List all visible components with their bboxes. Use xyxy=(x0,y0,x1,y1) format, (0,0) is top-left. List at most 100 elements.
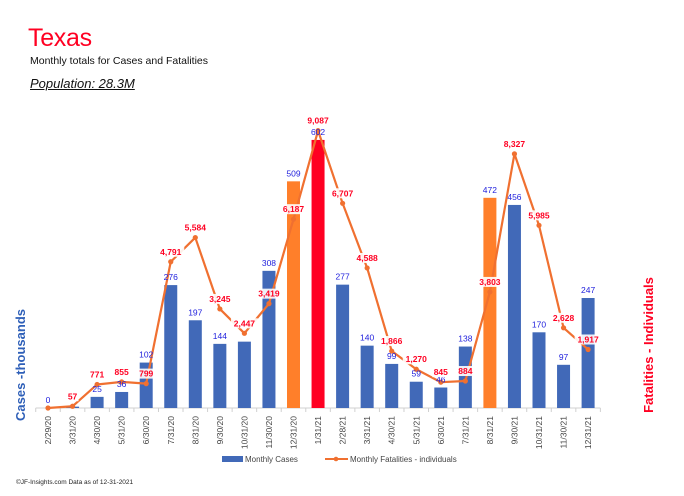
fatality-label-bg xyxy=(157,246,185,257)
fatality-point xyxy=(536,222,542,228)
cases-data-label: 308 xyxy=(262,258,276,268)
fatality-point xyxy=(364,265,370,271)
cases-data-label: 144 xyxy=(213,331,227,341)
cases-data-label: 602 xyxy=(311,127,325,137)
fatality-point xyxy=(217,306,223,312)
bar-monthly-cases xyxy=(90,396,104,408)
fatality-point xyxy=(143,381,149,387)
fatality-point xyxy=(94,381,100,388)
fatality-data-label: 57 xyxy=(68,391,78,401)
fatality-data-label: 6,707 xyxy=(332,188,354,198)
fatality-data-label: 3,245 xyxy=(209,294,231,304)
fatality-label-bg xyxy=(113,366,131,377)
x-tick-label: 2/28/21 xyxy=(338,416,348,445)
right-axis-title: Fatalities - Individuals xyxy=(641,277,656,413)
bar-monthly-cases xyxy=(311,139,325,408)
chart-title: Texas xyxy=(28,24,92,52)
fatality-label-bg xyxy=(66,391,79,402)
cases-data-label: 102 xyxy=(139,350,153,360)
x-tick-label: 12/31/21 xyxy=(583,416,593,449)
population-label: Population: 28.3M xyxy=(30,76,135,91)
cases-data-label: 0 xyxy=(46,395,51,405)
fatality-data-label: 1,270 xyxy=(406,354,428,364)
fatality-data-label: 855 xyxy=(115,367,129,377)
fatality-data-label: 3,419 xyxy=(258,289,280,299)
fatality-label-bg xyxy=(500,138,528,149)
fatality-point xyxy=(462,378,468,384)
chart-subtitle: Monthly totals for Cases and Fatalities xyxy=(30,55,208,67)
x-tick-label: 12/31/20 xyxy=(289,416,299,449)
fatality-point xyxy=(389,348,395,354)
cases-data-label: 97 xyxy=(559,352,569,362)
cases-data-label: 247 xyxy=(581,285,595,295)
cases-data-label: 472 xyxy=(483,185,497,195)
bar-monthly-cases xyxy=(507,204,521,408)
x-tick-label: 4/30/20 xyxy=(92,416,102,445)
fatality-point xyxy=(585,346,591,353)
bar-monthly-cases xyxy=(287,181,300,408)
fatality-data-label: 845 xyxy=(434,367,448,377)
x-tick-label: 5/31/21 xyxy=(411,416,421,445)
fatality-point xyxy=(487,289,493,295)
x-tick-label: 5/31/20 xyxy=(117,416,127,445)
cases-data-label: 140 xyxy=(360,333,374,343)
fatality-label-bg xyxy=(476,276,504,287)
axis-layer xyxy=(35,407,601,412)
bar-monthly-cases xyxy=(385,363,399,408)
bar-monthly-cases xyxy=(237,341,251,408)
fatality-point xyxy=(340,200,346,206)
fatality-point xyxy=(266,301,272,307)
legend-marker-fatalities xyxy=(333,456,339,462)
fatality-data-label: 2,447 xyxy=(234,318,256,328)
fatality-data-label: 771 xyxy=(90,369,104,379)
fatality-point xyxy=(511,151,518,157)
bar-monthly-cases xyxy=(262,270,276,408)
x-tick-label: 7/31/20 xyxy=(166,416,176,445)
fatality-label-bg xyxy=(402,354,430,365)
cases-data-label: 456 xyxy=(507,192,521,202)
x-tick-label: 8/31/20 xyxy=(190,416,200,445)
x-tick-labels: 2/29/20 3/31/20 4/30/20 5/31/20 6/30/20 7/31/… xyxy=(43,416,593,449)
x-tick-label: 3/31/21 xyxy=(362,416,372,445)
fatality-point xyxy=(413,366,419,372)
cases-data-label: 277 xyxy=(336,272,350,282)
fatality-point xyxy=(192,234,198,241)
bar-monthly-cases xyxy=(188,320,202,408)
fatality-data-label: 6,187 xyxy=(283,204,305,214)
legend: Monthly Cases Monthly Fatalities - indiv… xyxy=(222,455,457,464)
x-tick-label: 6/30/20 xyxy=(141,416,151,445)
x-tick-label: 8/31/21 xyxy=(485,416,495,445)
cases-data-label: 36 xyxy=(117,379,127,389)
fatality-label-bg xyxy=(137,368,155,379)
cases-data-label: 59 xyxy=(412,369,422,379)
fatality-label-bg xyxy=(181,222,209,233)
fatality-point xyxy=(45,405,51,411)
fatality-data-label: 4,588 xyxy=(357,253,379,263)
x-tick-label: 2/29/20 xyxy=(43,416,53,445)
fatality-data-label: 9,087 xyxy=(307,116,329,126)
fatality-point xyxy=(168,259,174,265)
fatality-data-label: 884 xyxy=(458,366,472,376)
fatality-point xyxy=(438,379,444,385)
cases-data-label: 46 xyxy=(436,375,446,385)
fatality-data-label: 2,628 xyxy=(553,313,575,323)
fatality-data-label: 799 xyxy=(139,369,153,379)
cases-data-label: 170 xyxy=(532,319,546,329)
fatality-data-label: 1,866 xyxy=(381,336,403,346)
bar-monthly-cases xyxy=(360,345,374,408)
bar-monthly-cases xyxy=(483,197,497,408)
bars-layer xyxy=(66,139,595,408)
fatality-label-bg xyxy=(432,367,450,378)
fatality-line-layer xyxy=(45,128,591,411)
x-tick-label: 6/30/21 xyxy=(436,416,446,445)
x-tick-label: 11/30/21 xyxy=(559,416,569,449)
cases-data-label: 276 xyxy=(164,272,178,282)
fatality-label-bg xyxy=(574,334,602,345)
bar-monthly-cases xyxy=(409,381,423,408)
bar-monthly-cases xyxy=(557,364,571,408)
legend-label-fatalities: Monthly Fatalities - individuals xyxy=(350,455,457,464)
bar-monthly-cases xyxy=(532,332,546,408)
fatality-point xyxy=(119,379,125,385)
cases-data-label: 99 xyxy=(387,351,397,361)
